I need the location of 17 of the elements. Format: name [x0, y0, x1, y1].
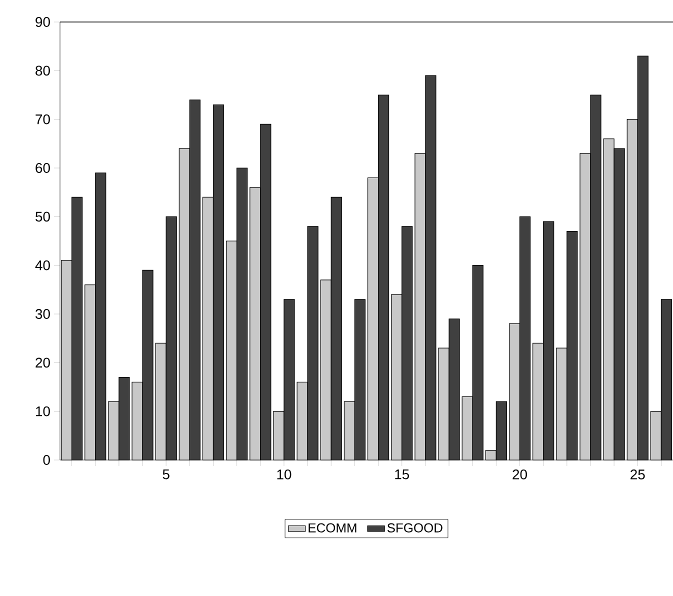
- y-tick-label: 20: [36, 358, 50, 368]
- legend-label: SFGOOD: [387, 523, 442, 532]
- y-tick-label: 50: [36, 212, 50, 222]
- x-tick-label: 15: [395, 470, 410, 480]
- x-tick-label: 25: [630, 470, 645, 480]
- y-tick-label: 70: [36, 114, 50, 124]
- x-tick-label: 20: [512, 470, 527, 480]
- y-tick-label: 90: [36, 17, 50, 27]
- y-tick-label: 80: [36, 66, 50, 76]
- x-tick-label: 5: [162, 470, 170, 480]
- y-tick-label: 30: [35, 309, 50, 319]
- y-tick-label: 0: [43, 455, 50, 465]
- y-tick-label: 60: [36, 163, 50, 173]
- y-tick-label: 10: [36, 406, 50, 416]
- legend-label: ECOMM: [308, 523, 356, 532]
- y-tick-label: 40: [35, 260, 50, 270]
- x-tick-label: 10: [277, 470, 292, 480]
